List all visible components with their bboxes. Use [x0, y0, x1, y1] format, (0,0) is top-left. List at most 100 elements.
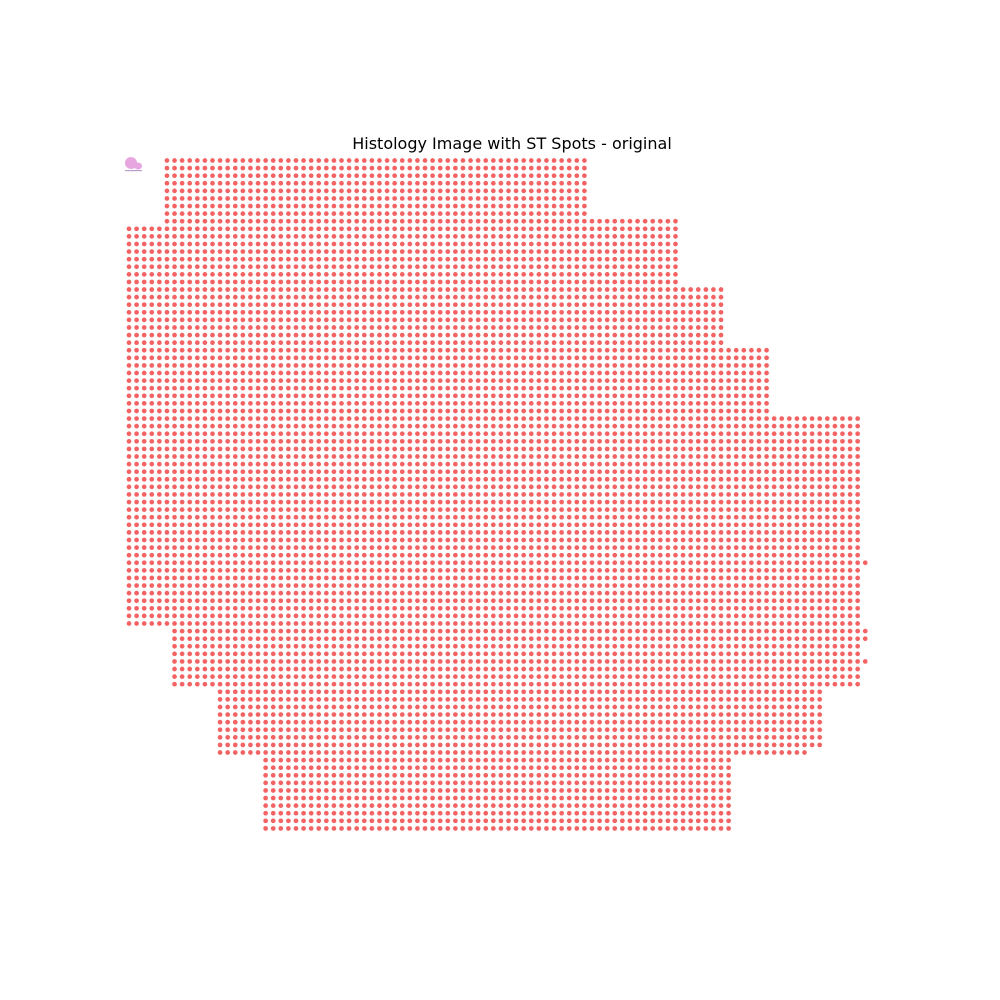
st-spot [354, 226, 360, 232]
st-spot [232, 196, 238, 201]
st-spot [240, 173, 246, 179]
st-spot [490, 196, 496, 201]
st-spot [270, 279, 276, 285]
st-spot [240, 583, 246, 588]
st-spot [384, 545, 390, 550]
st-spot [157, 317, 162, 323]
st-spot [453, 234, 458, 239]
st-spot [817, 492, 823, 497]
st-spot [172, 309, 177, 315]
st-spot [248, 590, 253, 596]
st-spot [422, 484, 428, 490]
st-spot [392, 461, 397, 467]
st-spot [756, 545, 762, 550]
st-spot [316, 552, 322, 558]
st-spot [445, 431, 451, 437]
st-spot [240, 484, 246, 490]
st-spot [308, 393, 314, 399]
st-spot [157, 226, 162, 232]
st-spot [756, 393, 762, 399]
st-spot [582, 530, 587, 535]
st-spot [248, 325, 253, 330]
st-spot [528, 469, 534, 475]
st-spot [855, 583, 860, 588]
st-spot [263, 241, 268, 247]
st-spot [551, 332, 557, 338]
st-spot [665, 590, 671, 596]
st-spot [331, 454, 337, 459]
st-spot [551, 355, 557, 361]
st-spot [194, 438, 200, 444]
st-spot [756, 583, 762, 588]
st-spot [453, 552, 458, 558]
st-spot [817, 469, 823, 475]
st-spot [331, 385, 337, 391]
st-spot [430, 378, 435, 383]
st-spot [346, 158, 352, 163]
st-spot [764, 499, 769, 505]
st-spot [680, 408, 686, 414]
st-spot [855, 469, 860, 475]
st-spot [157, 355, 162, 361]
st-spot [422, 370, 428, 376]
st-spot [149, 279, 155, 285]
st-spot [323, 363, 329, 368]
st-spot [339, 256, 344, 262]
st-spot [392, 355, 397, 361]
st-spot [551, 568, 557, 573]
st-spot [399, 256, 405, 262]
st-spot [665, 454, 671, 459]
st-spot [483, 378, 489, 383]
st-spot [308, 180, 314, 186]
st-spot [255, 499, 261, 505]
st-spot [680, 401, 686, 406]
st-spot [695, 560, 701, 566]
st-spot [521, 438, 527, 444]
st-spot [528, 431, 534, 437]
st-spot [544, 188, 549, 194]
st-spot [270, 484, 276, 490]
st-spot [339, 552, 344, 558]
st-spot [210, 492, 215, 497]
st-spot [270, 196, 276, 201]
st-spot [840, 514, 845, 520]
st-spot [741, 461, 747, 467]
st-spot [544, 370, 549, 376]
st-spot [157, 363, 162, 368]
st-spot [733, 416, 739, 421]
st-spot [673, 340, 678, 346]
st-spot [749, 583, 754, 588]
st-spot [650, 408, 656, 414]
st-spot [566, 347, 572, 353]
st-spot [331, 355, 337, 361]
st-spot [126, 347, 132, 353]
st-spot [308, 165, 314, 171]
st-spot [430, 598, 435, 604]
st-spot [589, 476, 595, 482]
st-spot [141, 583, 147, 588]
st-spot [490, 264, 496, 270]
st-spot [786, 537, 792, 543]
st-spot [210, 158, 215, 163]
st-spot [673, 287, 678, 292]
st-spot [217, 196, 223, 201]
st-spot [756, 355, 762, 361]
st-spot [635, 408, 640, 414]
st-spot [483, 279, 489, 285]
st-spot [475, 423, 481, 429]
st-spot [779, 545, 785, 550]
st-spot [513, 446, 519, 452]
st-spot [157, 552, 162, 558]
st-spot [392, 211, 397, 216]
st-spot [399, 158, 405, 163]
st-spot [339, 583, 344, 588]
st-spot [172, 423, 177, 429]
st-spot [544, 598, 549, 604]
st-spot [126, 309, 132, 315]
st-spot [316, 302, 322, 308]
st-spot [377, 165, 382, 171]
st-spot [202, 438, 208, 444]
st-spot [323, 393, 329, 399]
st-spot [673, 522, 678, 528]
st-spot [506, 583, 511, 588]
